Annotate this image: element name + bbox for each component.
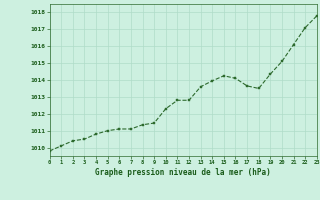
- X-axis label: Graphe pression niveau de la mer (hPa): Graphe pression niveau de la mer (hPa): [95, 168, 271, 177]
